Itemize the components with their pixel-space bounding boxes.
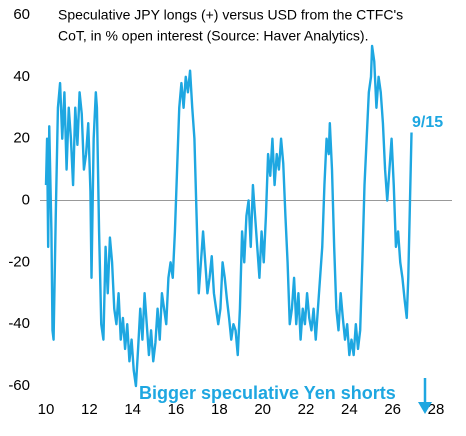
- end-label: 9/15: [412, 114, 443, 131]
- x-tick-label: 20: [254, 401, 271, 418]
- x-tick-label: 24: [341, 401, 358, 418]
- y-tick-label: -40: [8, 315, 30, 332]
- y-tick-label: -20: [8, 253, 30, 270]
- chart-title-line: Speculative JPY longs (+) versus USD fro…: [58, 7, 403, 23]
- x-tick-label: 28: [428, 401, 445, 418]
- data-line: [44, 44, 413, 388]
- y-tick-label: 40: [13, 68, 30, 85]
- y-tick-label: 0: [22, 191, 30, 208]
- y-tick-label: -60: [8, 377, 30, 394]
- x-tick-label: 12: [81, 401, 98, 418]
- annotation: Bigger speculative Yen shorts: [139, 383, 396, 403]
- x-tick-label: 16: [168, 401, 185, 418]
- y-tick-label: 60: [13, 6, 30, 23]
- y-tick-label: 20: [13, 130, 30, 147]
- x-tick-label: 22: [298, 401, 315, 418]
- x-tick-label: 18: [211, 401, 228, 418]
- x-tick-label: 10: [38, 401, 55, 418]
- arrow-head: [418, 402, 432, 414]
- x-tick-label: 26: [384, 401, 401, 418]
- chart-title-line: CoT, in % open interest (Source: Haver A…: [58, 28, 368, 44]
- x-tick-label: 14: [124, 401, 141, 418]
